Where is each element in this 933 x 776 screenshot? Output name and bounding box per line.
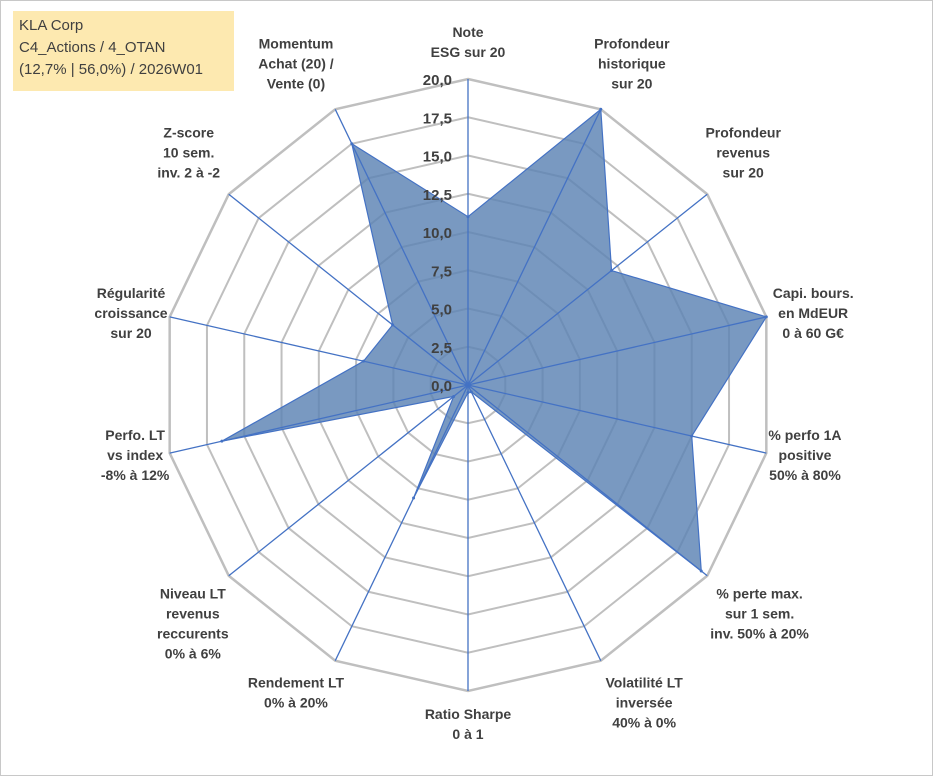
info-box: KLA Corp C4_Actions / 4_OTAN (12,7% | 56… xyxy=(13,11,234,91)
axis-spoke-3 xyxy=(467,193,708,386)
axis-spoke-14 xyxy=(334,109,469,386)
category-label-8: Ratio Sharpe 0 à 1 xyxy=(425,706,512,742)
category-label-2: Profondeur historique sur 20 xyxy=(594,36,670,92)
category-label-1: Note ESG sur 20 xyxy=(431,24,506,60)
tick-label: 12,5 xyxy=(423,187,452,204)
tick-label: 20,0 xyxy=(423,72,452,89)
category-label-4: Capi. bours. en MdEUR 0 à 60 G€ xyxy=(773,285,854,341)
axis-spoke-6 xyxy=(467,384,708,577)
category-label-11: Perfo. LT vs index -8% à 12% xyxy=(101,427,170,483)
category-label-6: % perte max. sur 1 sem. inv. 50% à 20% xyxy=(710,586,809,642)
radial-axis-ticks: 0,0 2,5 5,0 7,5 10,0 12,5 15,0 17,5 20,0 xyxy=(423,72,452,395)
tick-label: 10,0 xyxy=(423,225,452,242)
tick-label: 15,0 xyxy=(423,149,452,166)
tick-label: 7,5 xyxy=(431,263,452,280)
axis-spoke-4 xyxy=(467,316,767,386)
axis-spoke-5 xyxy=(467,384,767,454)
tick-label: 0,0 xyxy=(431,378,452,395)
axis-spoke-11 xyxy=(169,384,469,454)
category-label-12: Régularité croissance sur 20 xyxy=(94,285,167,341)
category-labels: Note ESG sur 20 Profondeur historique sur 20… xyxy=(94,24,853,742)
company-name: KLA Corp xyxy=(19,17,84,34)
category-label-7: Volatilité LT inversée 40% à 0% xyxy=(606,674,684,730)
category-label-13: Z-score 10 sem. inv. 2 à -2 xyxy=(157,124,220,180)
scores-and-week: (12,7% | 56,0%) / 2026W01 xyxy=(19,61,203,78)
category-label-5: % perfo 1A positive 50% à 80% xyxy=(768,427,841,483)
axis-spoke-9 xyxy=(334,384,469,661)
category-label-10: Niveau LT revenus reccurents 0% à 6% xyxy=(157,586,229,662)
tick-label: 2,5 xyxy=(431,340,452,357)
radar-series xyxy=(169,79,768,691)
category-label-9: Rendement LT 0% à 20% xyxy=(248,674,345,710)
tick-label: 5,0 xyxy=(431,302,452,319)
portfolio-path: C4_Actions / 4_OTAN xyxy=(19,39,166,56)
category-label-3: Profondeur revenus sur 20 xyxy=(705,124,781,180)
series-area xyxy=(221,108,768,573)
axis-spoke-10 xyxy=(228,384,469,577)
tick-label: 17,5 xyxy=(423,110,452,127)
axis-spoke-12 xyxy=(169,316,469,386)
category-label-14: Momentum Achat (20) / Vente (0) xyxy=(258,36,334,92)
axis-spoke-7 xyxy=(467,384,602,661)
axis-spoke-2 xyxy=(467,109,602,386)
axis-spoke-13 xyxy=(228,193,469,386)
